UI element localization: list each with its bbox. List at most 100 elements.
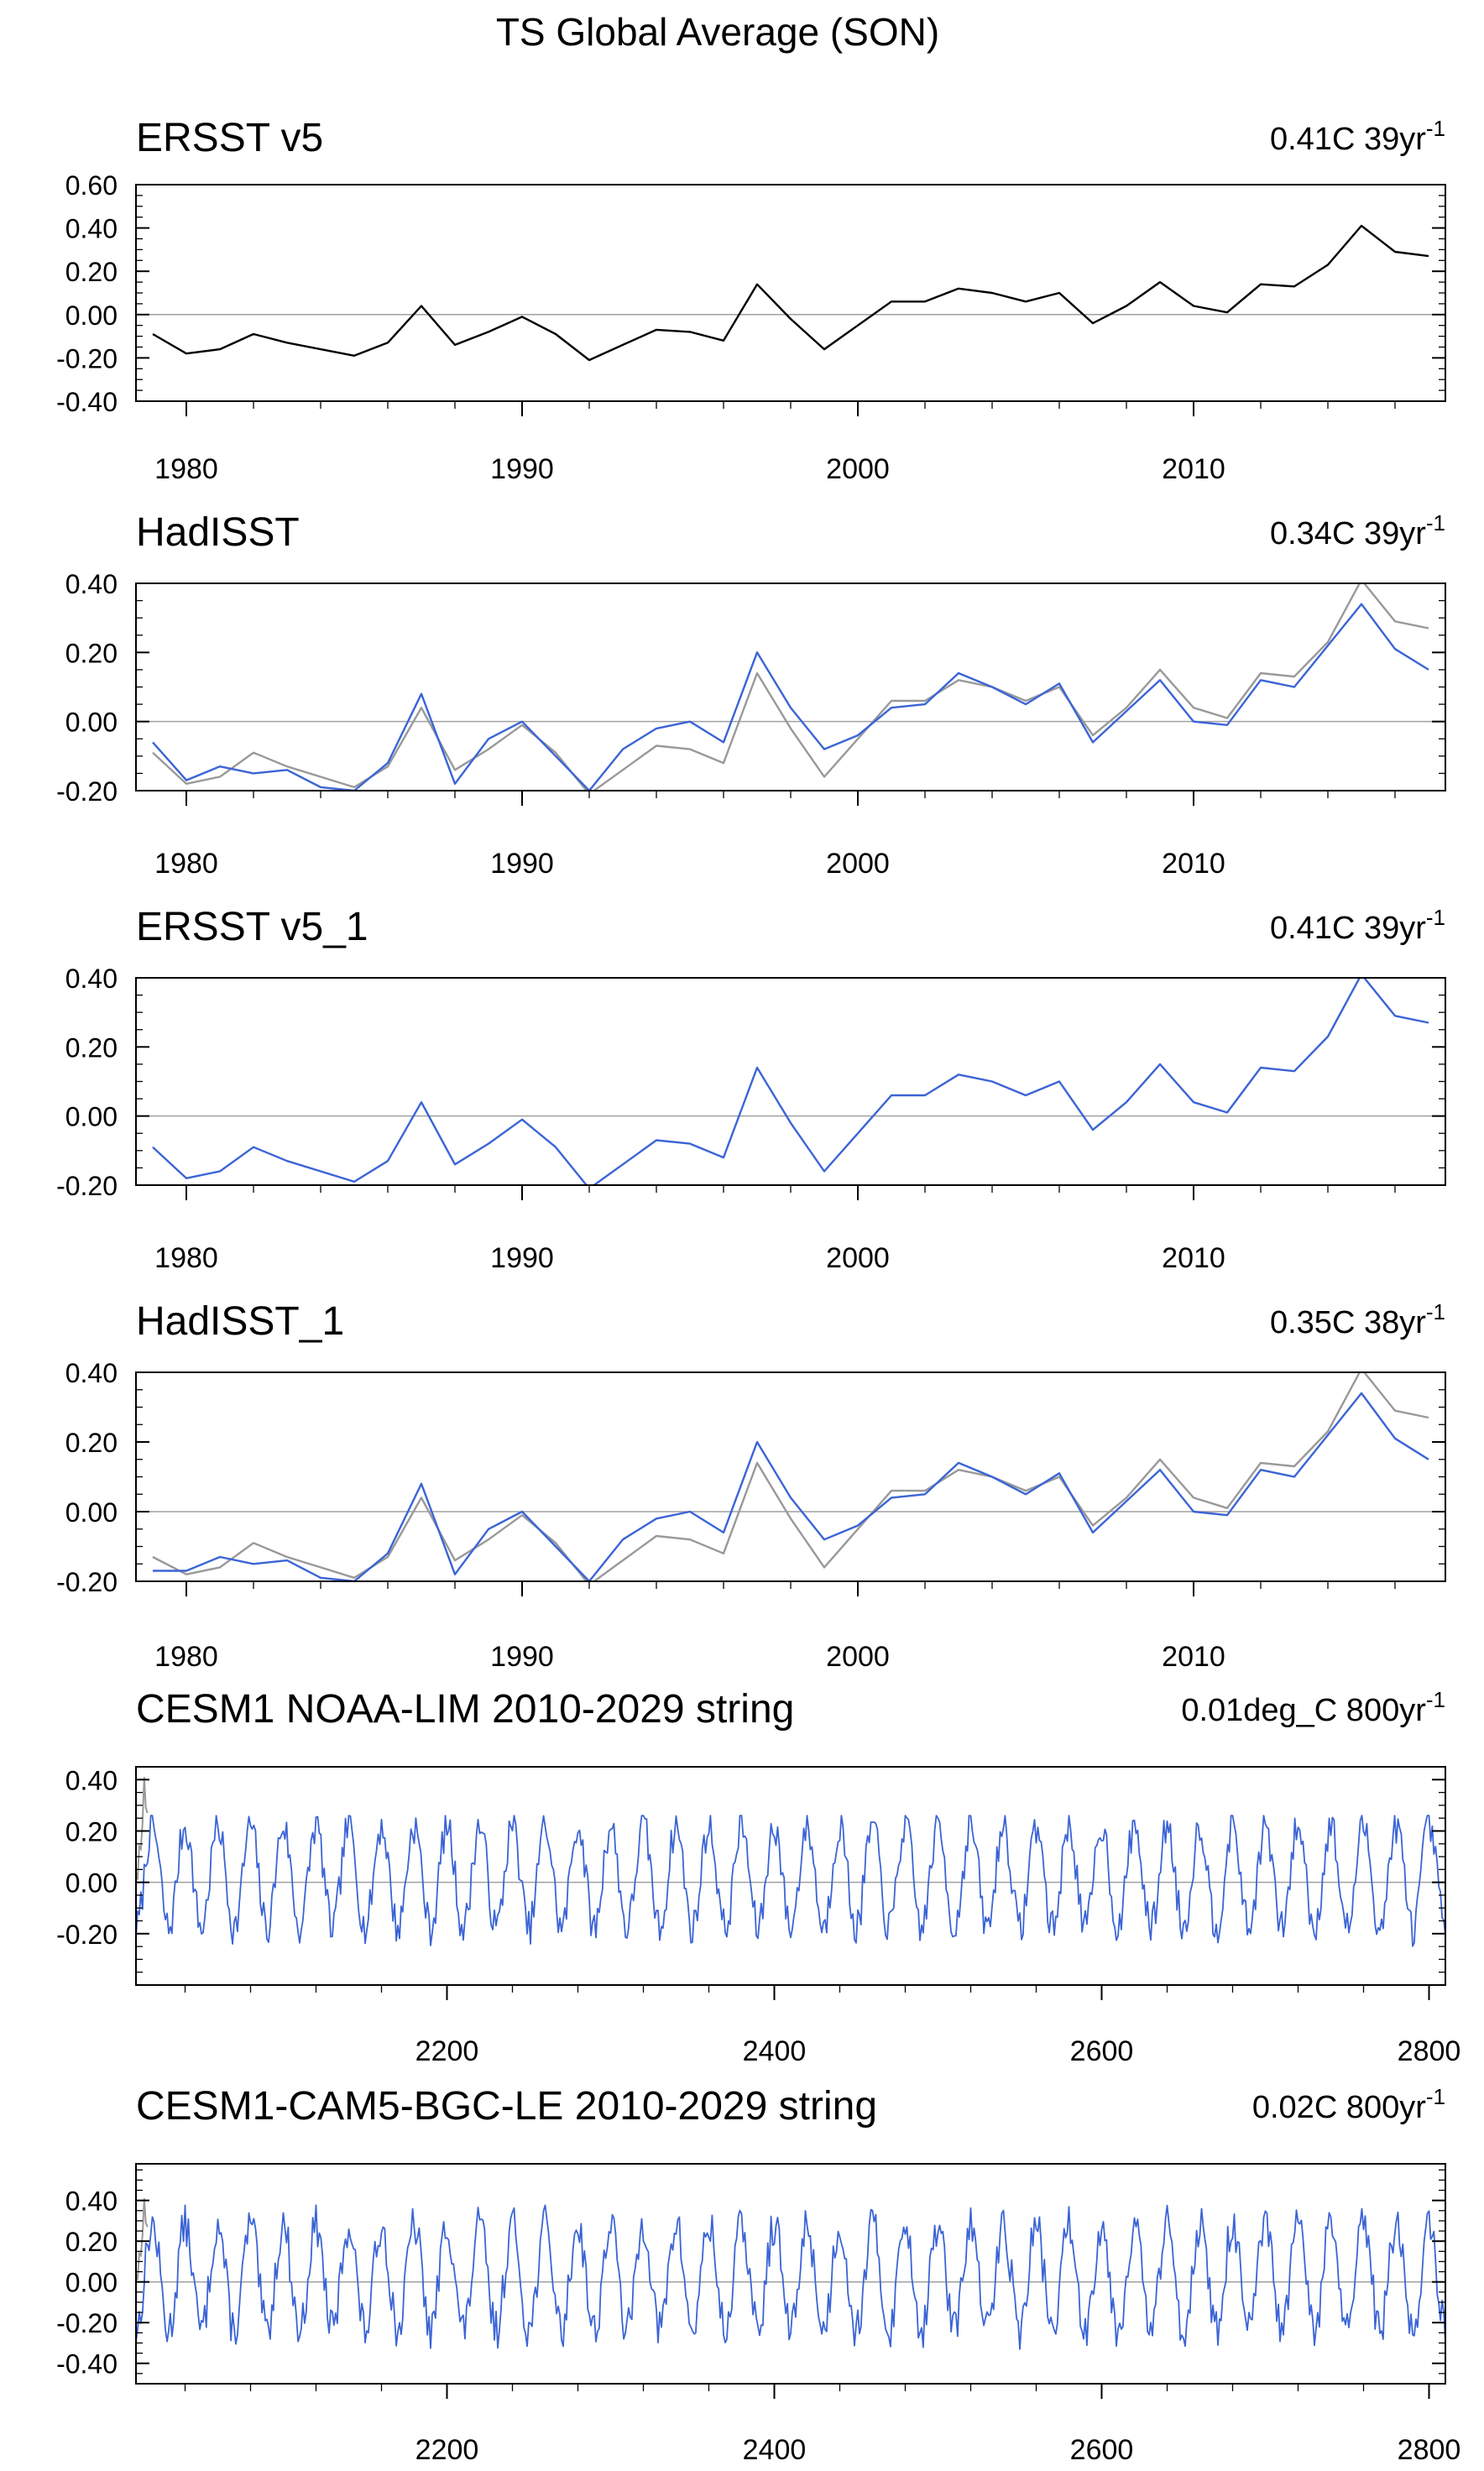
- series-group: [136, 1777, 1445, 1947]
- chart-panel-1: ERSST v5 0.41C 39yr-1 -0.40 -0.20 0.00 0.20 0.…: [56, 116, 1446, 485]
- trend-label: 0.41C 39yr-1: [1270, 116, 1445, 157]
- trend-exponent: -1: [1426, 116, 1445, 141]
- xtick-label: 1980: [154, 848, 218, 880]
- series-group: [152, 583, 1429, 791]
- figure-title: TS Global Average (SON): [496, 10, 939, 54]
- ytick-label: 0.00: [65, 300, 118, 331]
- series-group: [152, 224, 1429, 362]
- ytick-label: 0.40: [65, 569, 118, 599]
- ytick-label: 0.20: [65, 257, 118, 287]
- model-series-line: [136, 2204, 1445, 2350]
- plot-frame: [135, 977, 1446, 1186]
- xtick-label: 2400: [743, 2434, 807, 2466]
- chart-panel-6: CESM1-CAM5-BGC-LE 2010-2029 string 0.02C …: [56, 2084, 1460, 2466]
- xtick-label: 2000: [826, 1641, 890, 1673]
- panel-title: HadISST_1: [136, 1299, 344, 1344]
- trend-label: 0.01deg_C 800yr-1: [1181, 1687, 1445, 1728]
- chart-panel-5: CESM1 NOAA-LIM 2010-2029 string 0.01deg_C…: [56, 1687, 1460, 2067]
- chart-panel-3: ERSST v5_1 0.41C 39yr-1 -0.20 0.00 0.20 0.40 1…: [56, 905, 1446, 1274]
- ytick-label: -0.20: [56, 1171, 118, 1201]
- xtick-label: 1990: [490, 848, 554, 880]
- plot-frame: [135, 1766, 1446, 1986]
- model-series-line: [136, 1815, 1445, 1947]
- series-line-2: [153, 1392, 1429, 1581]
- trend-label: 0.02C 800yr-1: [1252, 2084, 1445, 2125]
- xtick-label: 2200: [415, 2035, 479, 2067]
- panel-title: ERSST v5_1: [136, 905, 368, 949]
- xtick-label: 2800: [1398, 2434, 1461, 2466]
- ytick-label: 0.20: [65, 1032, 118, 1063]
- series-group: [152, 1372, 1429, 1581]
- xtick-label: 1990: [490, 453, 554, 485]
- trend-exponent: -1: [1426, 1299, 1445, 1324]
- series-line-2: [152, 603, 1429, 791]
- ytick-label: 0.20: [65, 2227, 118, 2257]
- trend-value: 0.34C 39yr: [1270, 516, 1426, 551]
- xtick-label: 1990: [490, 1242, 554, 1274]
- xtick-label: 1980: [154, 1242, 218, 1274]
- xtick-label: 2000: [826, 453, 890, 485]
- trend-value: 0.02C 800yr: [1252, 2090, 1426, 2125]
- ytick-label: -0.40: [56, 2349, 118, 2380]
- ytick-label: 0.60: [65, 170, 118, 201]
- ytick-label: 0.40: [65, 964, 118, 994]
- obs-overlay-line: [136, 2198, 149, 2280]
- xtick-label: 2010: [1162, 1641, 1225, 1673]
- trend-exponent: -1: [1426, 510, 1445, 535]
- xtick-label: 2000: [826, 848, 890, 880]
- plot-frame: [135, 2163, 1446, 2385]
- trend-exponent: -1: [1426, 905, 1445, 930]
- xtick-label: 2010: [1162, 848, 1225, 880]
- ytick-label: 0.00: [65, 2268, 118, 2298]
- ytick-label: -0.20: [56, 776, 118, 807]
- xtick-label: 2000: [826, 1242, 890, 1274]
- ytick-label: -0.20: [56, 2308, 118, 2338]
- panel-title: ERSST v5: [136, 116, 323, 160]
- ytick-label: 0.40: [65, 1765, 118, 1795]
- chart-panels: ERSST v5 0.41C 39yr-1-0.40-0.200.000.200.…: [56, 116, 1460, 2466]
- ytick-label: 0.40: [65, 1358, 118, 1388]
- panel-title: CESM1-CAM5-BGC-LE 2010-2029 string: [136, 2084, 877, 2129]
- ytick-label: 0.20: [65, 638, 118, 668]
- xtick-label: 1980: [154, 453, 218, 485]
- trend-value: 0.01deg_C 800yr: [1181, 1693, 1426, 1728]
- series-group: [136, 2198, 1445, 2350]
- xtick-label: 2010: [1162, 453, 1225, 485]
- trend-exponent: -1: [1426, 2084, 1445, 2109]
- trend-exponent: -1: [1426, 1687, 1445, 1712]
- xtick-label: 2600: [1070, 2035, 1134, 2067]
- panel-title: CESM1 NOAA-LIM 2010-2029 string: [136, 1687, 794, 1732]
- xtick-label: 2800: [1398, 2035, 1461, 2067]
- chart-panel-4: HadISST_1 0.35C 38yr-1 -0.20 0.00 0.20 0.40 19…: [56, 1299, 1446, 1673]
- ytick-label: 0.00: [65, 1868, 118, 1899]
- xtick-label: 2400: [743, 2035, 807, 2067]
- ytick-label: 0.40: [65, 2186, 118, 2217]
- series-line-1: [152, 1372, 1429, 1581]
- xtick-label: 2600: [1070, 2434, 1134, 2466]
- ytick-label: 0.00: [65, 708, 118, 738]
- xtick-label: 1990: [490, 1641, 554, 1673]
- ytick-label: -0.40: [56, 387, 118, 417]
- series-group: [152, 978, 1429, 1185]
- xtick-label: 2010: [1162, 1242, 1225, 1274]
- trend-label: 0.34C 39yr-1: [1270, 510, 1445, 551]
- series-line-1: [152, 978, 1429, 1185]
- series-line-1: [152, 583, 1429, 791]
- chart-panel-2: HadISST 0.34C 39yr-1 -0.20 0.00 0.20 0.40 1980…: [56, 510, 1446, 880]
- panel-title: HadISST: [136, 510, 300, 555]
- ytick-label: -0.20: [56, 1567, 118, 1597]
- trend-value: 0.35C 38yr: [1270, 1305, 1426, 1340]
- ytick-label: 0.20: [65, 1816, 118, 1847]
- xtick-label: 2200: [415, 2434, 479, 2466]
- series-line-1: [152, 224, 1429, 362]
- plot-frame: [135, 582, 1446, 791]
- ytick-label: 0.00: [65, 1497, 118, 1528]
- ytick-label: -0.20: [56, 1920, 118, 1950]
- ytick-label: 0.20: [65, 1428, 118, 1458]
- trend-label: 0.41C 39yr-1: [1270, 905, 1445, 946]
- xtick-label: 1980: [154, 1641, 218, 1673]
- trend-value: 0.41C 39yr: [1270, 122, 1426, 157]
- plot-frame: [135, 1371, 1446, 1582]
- trend-value: 0.41C 39yr: [1270, 911, 1426, 946]
